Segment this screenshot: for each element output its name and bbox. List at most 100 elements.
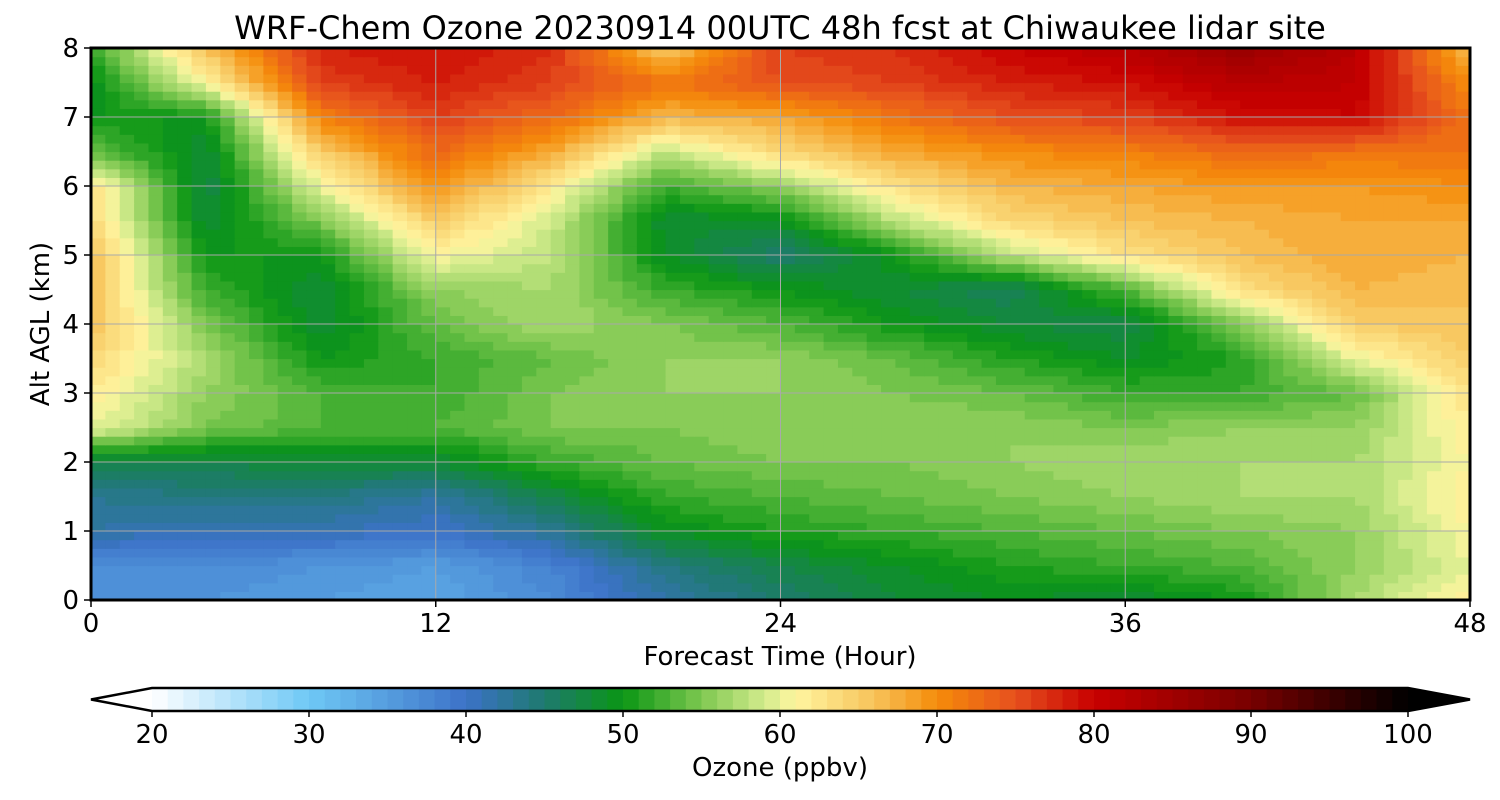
- heatmap-cell: [536, 436, 552, 446]
- heatmap-cell: [493, 151, 509, 161]
- heatmap-cell: [1139, 306, 1155, 316]
- heatmap-cell: [220, 582, 236, 592]
- heatmap-cell: [435, 496, 451, 506]
- heatmap-cell: [536, 384, 552, 394]
- heatmap-cell: [1441, 237, 1457, 247]
- heatmap-cell: [205, 186, 221, 196]
- heatmap-cell: [723, 203, 738, 213]
- heatmap-cell: [866, 246, 882, 256]
- heatmap-cell: [909, 194, 925, 204]
- heatmap-cell: [1010, 272, 1026, 282]
- heatmap-cell: [1067, 306, 1083, 316]
- heatmap-cell: [191, 168, 207, 178]
- heatmap-cell: [320, 203, 336, 213]
- heatmap-cell: [852, 168, 868, 178]
- heatmap-cell: [938, 289, 954, 299]
- heatmap-cell: [1297, 177, 1313, 187]
- heatmap-cell: [1283, 479, 1299, 489]
- heatmap-cell: [1024, 548, 1040, 558]
- heatmap-cell: [952, 315, 968, 325]
- heatmap-cell: [464, 246, 480, 256]
- heatmap-cell: [780, 255, 796, 265]
- heatmap-cell: [837, 220, 853, 230]
- heatmap-cell: [823, 487, 839, 498]
- heatmap-cell: [924, 367, 940, 377]
- heatmap-cell: [1369, 539, 1385, 549]
- heatmap-cell: [507, 358, 523, 368]
- heatmap-cell: [363, 358, 379, 368]
- heatmap-cell: [1024, 367, 1040, 377]
- heatmap-cell: [1240, 418, 1256, 429]
- heatmap-cell: [1455, 203, 1470, 213]
- heatmap-cell: [320, 177, 336, 187]
- heatmap-cell: [1297, 160, 1313, 170]
- heatmap-cell: [450, 505, 466, 515]
- heatmap-cell: [852, 255, 868, 265]
- heatmap-cell: [995, 591, 1011, 600]
- heatmap-cell: [794, 298, 810, 308]
- heatmap-cell: [1311, 168, 1327, 178]
- heatmap-cell: [1053, 160, 1069, 170]
- heatmap-cell: [1125, 470, 1141, 480]
- heatmap-cell: [1010, 298, 1026, 308]
- heatmap-cell: [363, 237, 379, 247]
- heatmap-cell: [363, 272, 379, 282]
- heatmap-cell: [636, 436, 652, 446]
- heatmap-cell: [1082, 194, 1098, 204]
- heatmap-cell: [780, 384, 796, 394]
- heatmap-cell: [220, 505, 236, 515]
- heatmap-cell: [536, 375, 552, 385]
- heatmap-cell: [234, 548, 250, 558]
- heatmap-cell: [263, 418, 279, 429]
- heatmap-cell: [967, 237, 983, 247]
- heatmap-cell: [378, 194, 394, 204]
- heatmap-cell: [1398, 306, 1414, 316]
- heatmap-cell: [191, 556, 207, 567]
- heatmap-cell: [837, 272, 853, 282]
- heatmap-cell: [579, 582, 595, 592]
- heatmap-cell: [1355, 444, 1371, 454]
- heatmap-cell: [1240, 255, 1256, 265]
- heatmap-cell: [1211, 462, 1227, 472]
- heatmap-cell: [1383, 591, 1399, 600]
- heatmap-cell: [1383, 496, 1399, 506]
- heatmap-cell: [1441, 177, 1457, 187]
- heatmap-cell: [1010, 393, 1026, 403]
- heatmap-cell: [924, 565, 940, 575]
- heatmap-cell: [536, 470, 552, 480]
- heatmap-cell: [1297, 315, 1313, 325]
- heatmap-cell: [220, 237, 236, 247]
- heatmap-cell: [335, 341, 351, 351]
- heatmap-cell: [651, 272, 667, 282]
- heatmap-cell: [1340, 375, 1356, 385]
- heatmap-cell: [191, 479, 207, 489]
- heatmap-cell: [1340, 522, 1356, 532]
- heatmap-cell: [852, 280, 868, 291]
- heatmap-cell: [1125, 272, 1141, 282]
- heatmap-cell: [105, 142, 121, 153]
- heatmap-cell: [1412, 539, 1428, 549]
- heatmap-cell: [1139, 375, 1155, 385]
- heatmap-cell: [938, 401, 954, 411]
- heatmap-cell: [852, 401, 868, 411]
- heatmap-cell: [464, 531, 480, 541]
- heatmap-cell: [852, 582, 868, 592]
- heatmap-cell: [392, 505, 408, 515]
- heatmap-cell: [191, 151, 207, 161]
- heatmap-cell: [1441, 574, 1457, 584]
- heatmap-cell: [1067, 487, 1083, 498]
- heatmap-cell: [995, 203, 1011, 213]
- heatmap-cell: [421, 358, 437, 368]
- heatmap-cell: [1283, 367, 1299, 377]
- heatmap-cell: [593, 384, 609, 394]
- heatmap-cell: [177, 367, 193, 377]
- heatmap-cell: [780, 410, 796, 420]
- heatmap-cell: [1283, 341, 1299, 351]
- heatmap-cell: [593, 444, 609, 454]
- heatmap-cell: [823, 324, 839, 334]
- heatmap-cell: [938, 505, 954, 515]
- heatmap-cell: [1369, 237, 1385, 247]
- heatmap-cell: [1096, 548, 1112, 558]
- heatmap-cell: [407, 246, 422, 256]
- heatmap-cell: [1398, 168, 1414, 178]
